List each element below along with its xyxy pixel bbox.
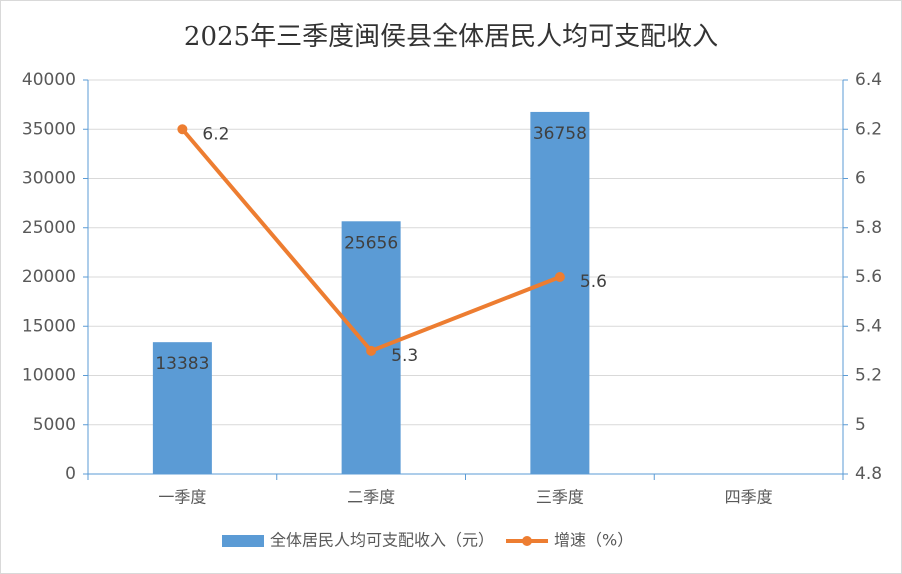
data-label: 5.6 <box>580 272 607 292</box>
data-label: 25656 <box>344 233 398 253</box>
x-tick-label: 二季度 <box>347 488 395 507</box>
y-tick-label: 30000 <box>22 169 76 189</box>
y2-tick-label: 5 <box>855 415 866 435</box>
bar <box>152 342 212 474</box>
y2-tick-label: 6 <box>855 169 866 189</box>
y-tick-label: 40000 <box>22 70 76 90</box>
legend-label: 全体居民人均可支配收入（元） <box>270 531 494 550</box>
legend-swatch <box>522 536 533 546</box>
x-tick-label: 三季度 <box>536 488 584 507</box>
y-tick-label: 10000 <box>22 366 76 386</box>
line-point <box>554 272 565 282</box>
x-tick-label: 一季度 <box>158 488 206 507</box>
y-tick-label: 0 <box>65 464 76 484</box>
y-tick-label: 35000 <box>22 119 76 139</box>
data-label: 36758 <box>533 124 587 144</box>
legend-swatch <box>222 535 264 547</box>
data-label: 5.3 <box>391 346 418 366</box>
y-tick-label: 15000 <box>22 316 76 336</box>
line-point <box>366 345 377 356</box>
y-tick-label: 5000 <box>33 415 76 435</box>
y2-tick-label: 5.2 <box>855 366 882 386</box>
y-tick-label: 20000 <box>22 267 76 287</box>
y-tick-label: 25000 <box>22 218 76 238</box>
line-point <box>177 124 188 135</box>
x-tick-label: 四季度 <box>725 488 773 507</box>
y2-tick-label: 5.4 <box>855 316 882 336</box>
y2-tick-label: 5.8 <box>855 218 882 238</box>
legend-label: 增速（%） <box>554 531 633 550</box>
data-label: 13383 <box>155 354 209 374</box>
chart-title: 2025年三季度闽侯县全体居民人均可支配收入 <box>184 22 718 52</box>
y2-tick-label: 4.8 <box>855 464 882 484</box>
y2-tick-label: 6.4 <box>855 70 882 90</box>
y2-tick-label: 6.2 <box>855 119 882 139</box>
data-label: 6.2 <box>202 124 229 144</box>
y2-tick-label: 5.6 <box>855 267 882 287</box>
bar <box>530 111 590 474</box>
